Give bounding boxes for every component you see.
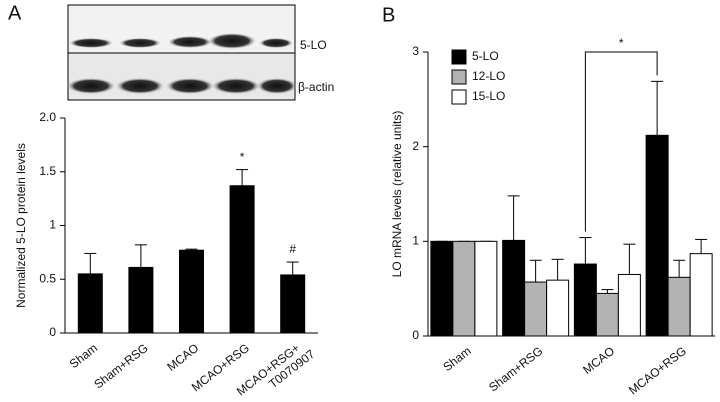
blot-band xyxy=(119,38,161,48)
legend-label: 5-LO xyxy=(472,49,499,63)
annotation: * xyxy=(240,150,245,164)
significance-bracket xyxy=(584,51,658,232)
x-tick-label: Sham+RSG xyxy=(486,344,545,395)
bar xyxy=(430,240,454,337)
legend-swatch xyxy=(451,89,467,105)
bar xyxy=(689,253,713,337)
bar xyxy=(452,240,476,337)
y-tick-label: 0 xyxy=(49,325,56,339)
y-tick-label: 1 xyxy=(412,234,419,248)
blot-band xyxy=(67,78,115,94)
x-tick-label: Sham xyxy=(440,344,473,374)
bar xyxy=(667,276,691,337)
blot-band xyxy=(116,78,164,94)
y-tick-label: 2 xyxy=(412,139,419,153)
bar xyxy=(128,266,154,334)
blot-band xyxy=(168,36,212,48)
legend-swatch xyxy=(451,49,467,65)
blot-band xyxy=(259,38,293,48)
blot-band xyxy=(212,78,260,94)
bar xyxy=(229,185,255,334)
bar xyxy=(595,292,619,337)
blot-band xyxy=(69,38,113,48)
annotation: * xyxy=(619,36,624,50)
y-tick-label: 1.5 xyxy=(39,164,56,178)
bar xyxy=(617,273,641,337)
legend-label: 12-LO xyxy=(472,69,505,83)
blot-label: β-actin xyxy=(298,80,334,94)
western-blot xyxy=(67,4,297,101)
bar xyxy=(77,273,103,334)
bar xyxy=(474,240,498,337)
y-axis-label: Normalized 5-LO protein levels xyxy=(14,143,28,308)
panel-label: A xyxy=(8,2,22,24)
bar xyxy=(179,249,204,334)
blot-band xyxy=(208,33,256,49)
x-tick-label: Sham xyxy=(67,341,100,371)
y-tick-label: 1 xyxy=(49,218,56,232)
legend-label: 15-LO xyxy=(472,89,505,103)
bar xyxy=(524,281,548,337)
x-tick-label: MCAO xyxy=(164,341,201,374)
panel-label: B xyxy=(382,4,395,26)
blot-label: 5-LO xyxy=(300,38,327,52)
bar xyxy=(573,263,597,337)
x-tick-label: MCAO xyxy=(580,344,617,377)
blot-band xyxy=(166,78,214,94)
y-tick-label: 2.0 xyxy=(39,110,56,124)
legend-swatch xyxy=(451,69,467,85)
bar xyxy=(546,279,570,337)
y-tick-label: 3 xyxy=(412,44,419,58)
x-tick-label: Sham+RSG xyxy=(91,341,150,392)
bar xyxy=(645,134,669,337)
y-tick-label: 0.5 xyxy=(39,271,56,285)
y-tick-label: 0 xyxy=(412,328,419,342)
y-axis-label: LO mRNA levels (relative units) xyxy=(390,111,404,278)
bar xyxy=(280,274,306,334)
bar xyxy=(502,239,526,337)
x-tick-label: MCAO+RSG xyxy=(626,344,689,398)
blot-band xyxy=(257,78,297,94)
annotation: # xyxy=(289,242,296,256)
